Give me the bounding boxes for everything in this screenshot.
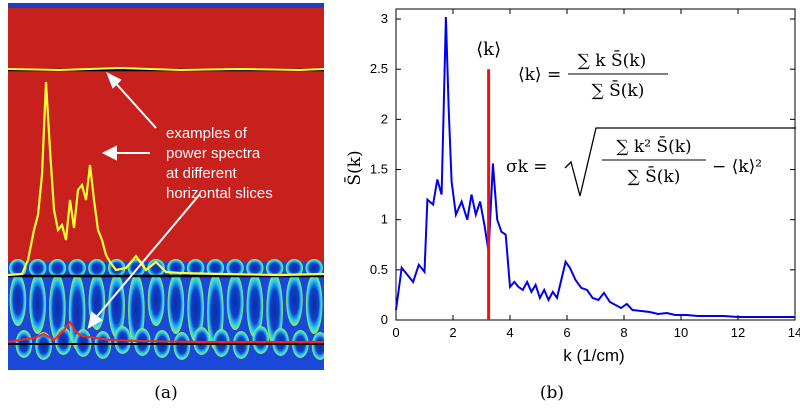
mean-k-label: ⟨k⟩ xyxy=(476,39,501,60)
panel-b-chart: 0 2 4 6 8 10 12 14 0 0.5 1 1.5 2 2.5 3 ⟨k⟩ ⟨k⟩ = ∑ k … xyxy=(343,8,800,365)
texture-cap xyxy=(246,259,264,277)
formula-sigma-tail: − ⟨k⟩² xyxy=(712,157,762,177)
texture-blob xyxy=(286,274,303,326)
texture-cap xyxy=(206,259,225,277)
texture-blob xyxy=(29,274,46,334)
y-tick-label: 3 xyxy=(381,11,388,26)
formula-sigma-lhs: σk = xyxy=(506,157,548,177)
texture-blob xyxy=(266,274,283,346)
texture-blob xyxy=(252,326,270,354)
x-tick-label: 12 xyxy=(731,325,745,340)
texture-blob xyxy=(35,332,52,360)
y-tick-label: 2 xyxy=(381,111,388,126)
spectrum-trace-middle xyxy=(8,81,324,277)
texture-cap xyxy=(305,259,323,277)
panel-a-top-strip xyxy=(8,3,324,8)
texture-blob xyxy=(173,332,191,360)
texture-blob xyxy=(49,274,66,342)
x-tick-label: 14 xyxy=(788,325,800,340)
texture-blob xyxy=(9,274,27,326)
caption-a: (a) xyxy=(154,383,177,403)
texture-cap xyxy=(265,259,284,277)
series-line xyxy=(395,16,795,318)
texture-cap xyxy=(147,259,165,277)
spectrum-trace-bottom xyxy=(8,320,324,343)
texture-blob xyxy=(305,274,323,334)
x-axis-label: k (1/cm) xyxy=(563,346,624,365)
y-tick-label: 1.5 xyxy=(370,162,388,177)
arrow-bottom xyxy=(93,193,201,321)
y-tick-label: 0 xyxy=(381,312,388,327)
texture-blob xyxy=(108,274,125,338)
texture-blob xyxy=(147,274,165,326)
formula-mean-numerator: ∑ k S̄(k) xyxy=(578,49,646,71)
arrow-top xyxy=(111,78,157,129)
caption-b: (b) xyxy=(540,383,564,403)
texture-cap xyxy=(167,259,185,277)
texture-blob xyxy=(246,274,264,338)
texture-cap xyxy=(88,259,106,277)
annotation-line-4: horizontal slices xyxy=(166,185,273,202)
panel-a-image: examples of power spectra at different h… xyxy=(8,3,324,370)
texture-blob xyxy=(167,274,185,334)
annotation-arrows xyxy=(87,71,201,330)
formula-sigma-denominator: ∑ S̄(k) xyxy=(628,165,681,187)
texture-cap xyxy=(28,259,47,277)
x-axis-ticks: 0 2 4 6 8 10 12 14 xyxy=(392,9,800,340)
x-tick-label: 6 xyxy=(563,325,570,340)
y-tick-label: 1 xyxy=(381,212,388,227)
texture-cap xyxy=(48,259,67,277)
plot-frame xyxy=(395,8,796,321)
texture-blob xyxy=(311,332,324,360)
arrow-bottom-head xyxy=(87,311,103,330)
formula-mean-lhs: ⟨k⟩ = xyxy=(518,65,561,85)
x-tick-label: 2 xyxy=(449,325,456,340)
texture-blob xyxy=(226,274,244,330)
spectrum-trace-top xyxy=(8,66,324,72)
y-tick-label: 0.5 xyxy=(370,262,388,277)
x-tick-label: 0 xyxy=(392,325,399,340)
texture-cap xyxy=(68,259,86,277)
x-tick-label: 4 xyxy=(506,325,513,340)
sqrt-sign xyxy=(564,127,796,197)
annotation-line-3: at different xyxy=(166,165,237,182)
texture-blob xyxy=(128,274,145,346)
y-tick-label: 2.5 xyxy=(370,61,388,76)
y-axis-ticks: 0 0.5 1 1.5 2 2.5 3 xyxy=(370,11,795,327)
x-tick-label: 8 xyxy=(620,325,627,340)
texture-blob xyxy=(193,327,210,355)
x-tick-label: 10 xyxy=(674,325,688,340)
formula-sigma-numerator: ∑ k² S̄(k) xyxy=(616,135,691,157)
formula-mean-denominator: ∑ S̄(k) xyxy=(592,79,645,101)
texture-cap xyxy=(285,259,304,277)
y-axis-label: S̄(k) xyxy=(343,150,365,185)
annotation-line-1: examples of xyxy=(166,125,248,142)
arrow-middle-head xyxy=(101,145,117,161)
arrow-top-head xyxy=(106,71,122,89)
texture-cap xyxy=(226,259,244,277)
texture-blob xyxy=(187,274,204,342)
annotation-line-2: power spectra xyxy=(166,145,261,162)
